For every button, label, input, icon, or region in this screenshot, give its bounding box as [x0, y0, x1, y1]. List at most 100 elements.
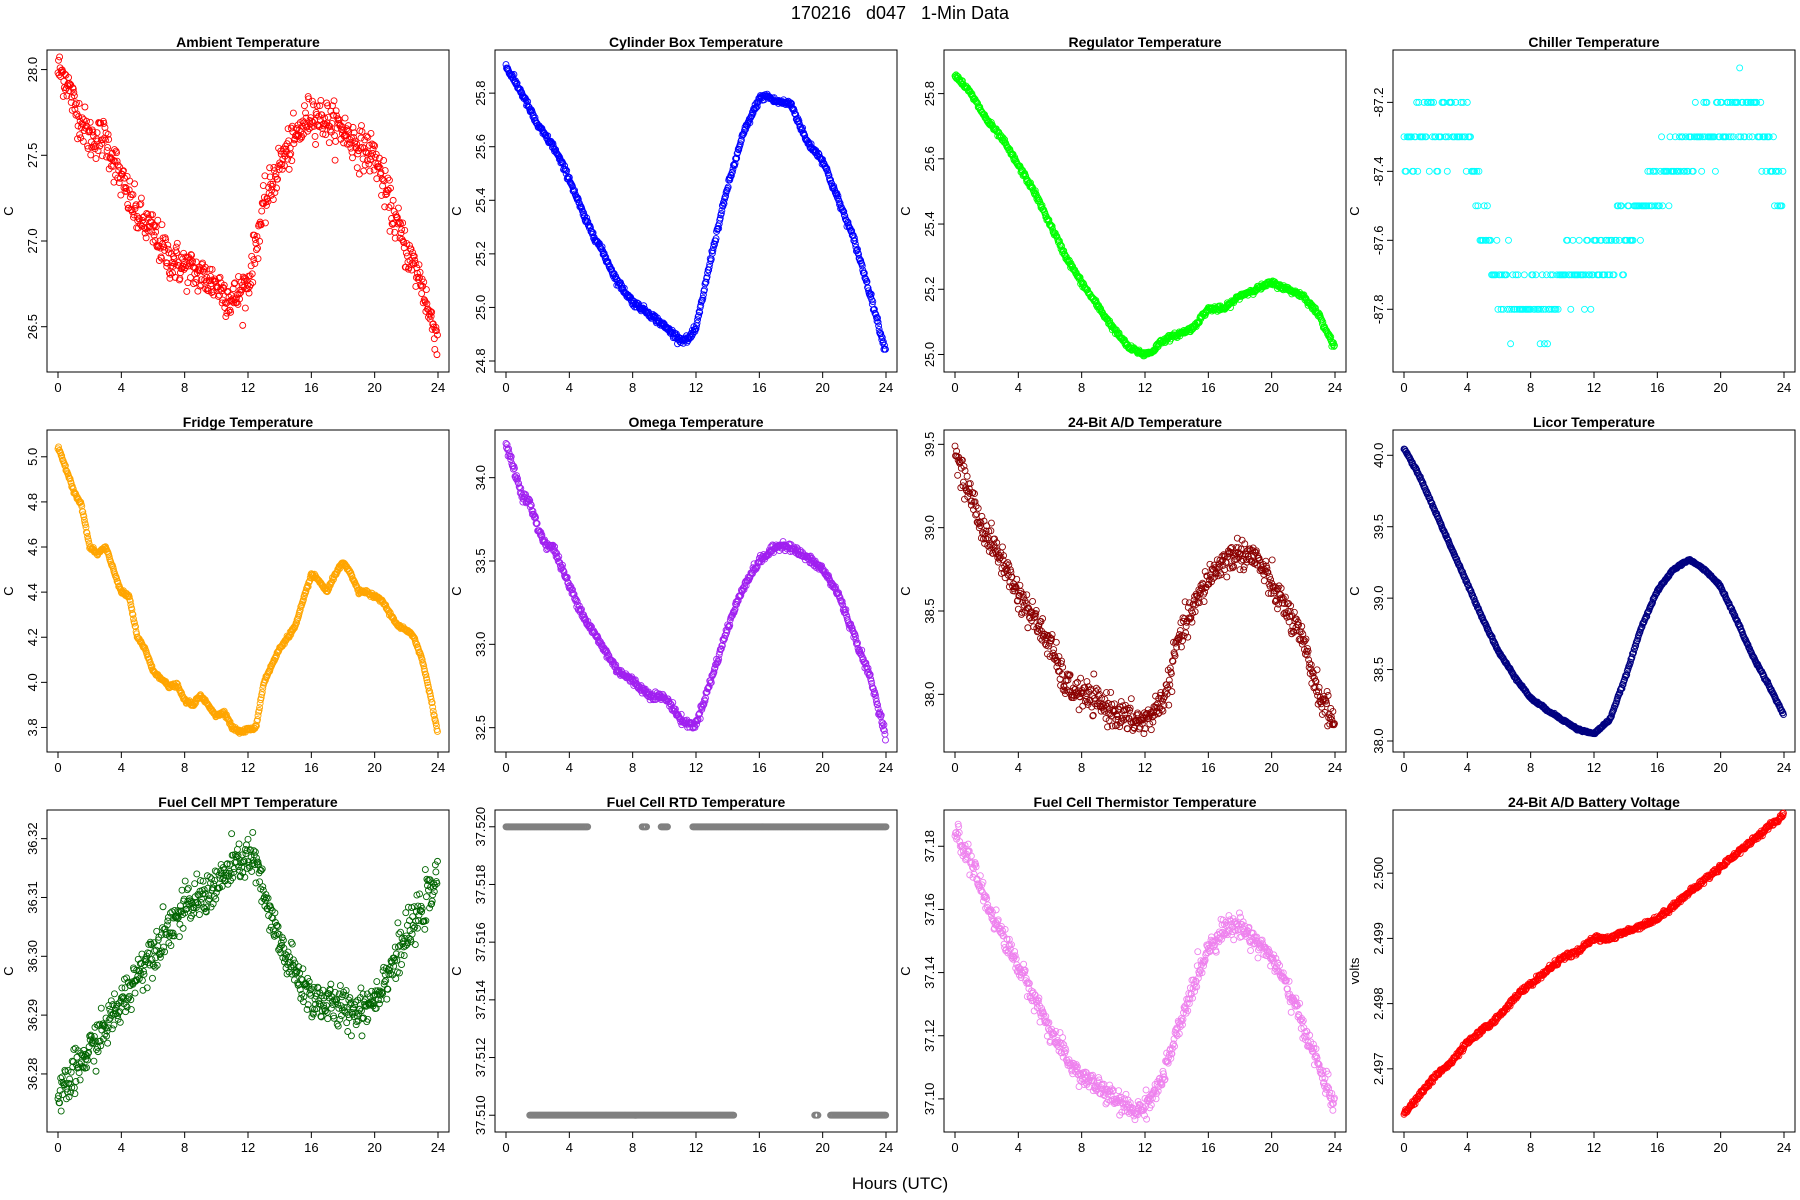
- data-point: [116, 174, 124, 182]
- y-tick-label: 25.0: [922, 342, 937, 367]
- data-point: [129, 191, 137, 199]
- panel-title: Fridge Temperature: [183, 414, 314, 430]
- data-point: [1665, 202, 1673, 210]
- data-point: [875, 325, 883, 333]
- data-point: [289, 109, 297, 117]
- data-point: [987, 519, 995, 527]
- data-point: [1027, 179, 1034, 187]
- data-point: [363, 157, 371, 164]
- data-point: [71, 101, 79, 109]
- data-point: [180, 265, 188, 273]
- data-point: [394, 220, 402, 228]
- data-point: [354, 150, 362, 158]
- data-point: [227, 308, 235, 316]
- data-point: [261, 219, 269, 227]
- y-tick-label: 4.8: [25, 493, 40, 511]
- data-point: [878, 334, 886, 342]
- data-point: [510, 71, 518, 78]
- data-point: [365, 160, 373, 168]
- data-point: [549, 140, 557, 148]
- x-tick-label: 16: [1201, 760, 1215, 775]
- data-point: [236, 295, 244, 303]
- x-tick-label: 12: [1138, 760, 1152, 775]
- y-tick-label: 26.5: [25, 314, 40, 339]
- data-point: [110, 178, 118, 186]
- data-point: [790, 107, 798, 115]
- data-point: [879, 338, 887, 346]
- y-tick-label: 25.2: [922, 277, 937, 302]
- x-tick-label: 12: [689, 760, 703, 775]
- data-point: [322, 131, 330, 139]
- data-point: [360, 144, 368, 152]
- data-series: [951, 71, 1338, 360]
- data-point: [868, 296, 876, 304]
- panel-title: Regulator Temperature: [1069, 34, 1222, 50]
- data-point: [1069, 263, 1077, 271]
- data-point: [222, 313, 230, 320]
- data-point: [869, 298, 877, 305]
- y-tick-label: 27.5: [25, 143, 40, 168]
- data-point: [201, 263, 209, 271]
- y-tick-label: -87.4: [1371, 157, 1386, 187]
- data-point: [273, 184, 280, 192]
- data-point: [1691, 98, 1699, 106]
- data-point: [247, 262, 255, 270]
- data-point: [562, 166, 570, 173]
- x-tick-label: 24: [431, 380, 445, 395]
- data-point: [1168, 688, 1176, 696]
- data-point: [61, 86, 69, 94]
- data-point: [427, 307, 435, 315]
- data-point: [92, 155, 100, 163]
- data-point: [313, 111, 321, 118]
- data-point: [563, 167, 571, 175]
- data-point: [732, 155, 740, 163]
- y-tick-label: 4.0: [25, 673, 40, 691]
- data-point: [375, 162, 383, 170]
- data-point: [693, 319, 701, 327]
- x-tick-label: 16: [752, 380, 766, 395]
- data-point: [410, 252, 418, 260]
- data-point: [294, 121, 302, 129]
- data-point: [125, 186, 133, 194]
- data-point: [70, 88, 78, 96]
- data-point: [124, 200, 132, 208]
- y-tick-label: 33.5: [473, 548, 488, 573]
- data-point: [1075, 706, 1083, 714]
- data-point: [208, 265, 216, 273]
- x-tick-label: 16: [1650, 380, 1664, 395]
- x-tick-label: 8: [1527, 760, 1534, 775]
- data-point: [580, 209, 588, 217]
- data-point: [712, 235, 720, 243]
- y-tick-label: 38.5: [1371, 657, 1386, 682]
- data-point: [389, 196, 397, 204]
- data-point: [155, 257, 163, 265]
- data-point: [122, 185, 130, 192]
- x-tick-label: 0: [502, 760, 509, 775]
- x-tick-label: 16: [752, 760, 766, 775]
- data-point: [115, 179, 123, 187]
- data-point: [166, 270, 174, 278]
- data-point: [1711, 167, 1719, 175]
- data-point: [412, 282, 420, 290]
- data-point: [220, 281, 228, 289]
- data-point: [78, 114, 86, 122]
- data-point: [1060, 247, 1068, 255]
- data-point: [1031, 187, 1039, 195]
- data-point: [132, 201, 140, 209]
- data-point: [584, 218, 592, 226]
- data-point: [380, 156, 388, 164]
- data-point: [151, 236, 159, 244]
- data-point: [102, 129, 110, 137]
- data-point: [359, 155, 367, 163]
- x-tick-label: 20: [1264, 380, 1278, 395]
- data-point: [728, 168, 736, 176]
- y-axis-label: C: [1347, 206, 1362, 215]
- x-tick-label: 4: [118, 380, 125, 395]
- data-point: [93, 129, 101, 137]
- x-tick-label: 8: [629, 380, 636, 395]
- data-point: [357, 134, 365, 142]
- data-point: [369, 145, 377, 153]
- data-point: [407, 245, 415, 253]
